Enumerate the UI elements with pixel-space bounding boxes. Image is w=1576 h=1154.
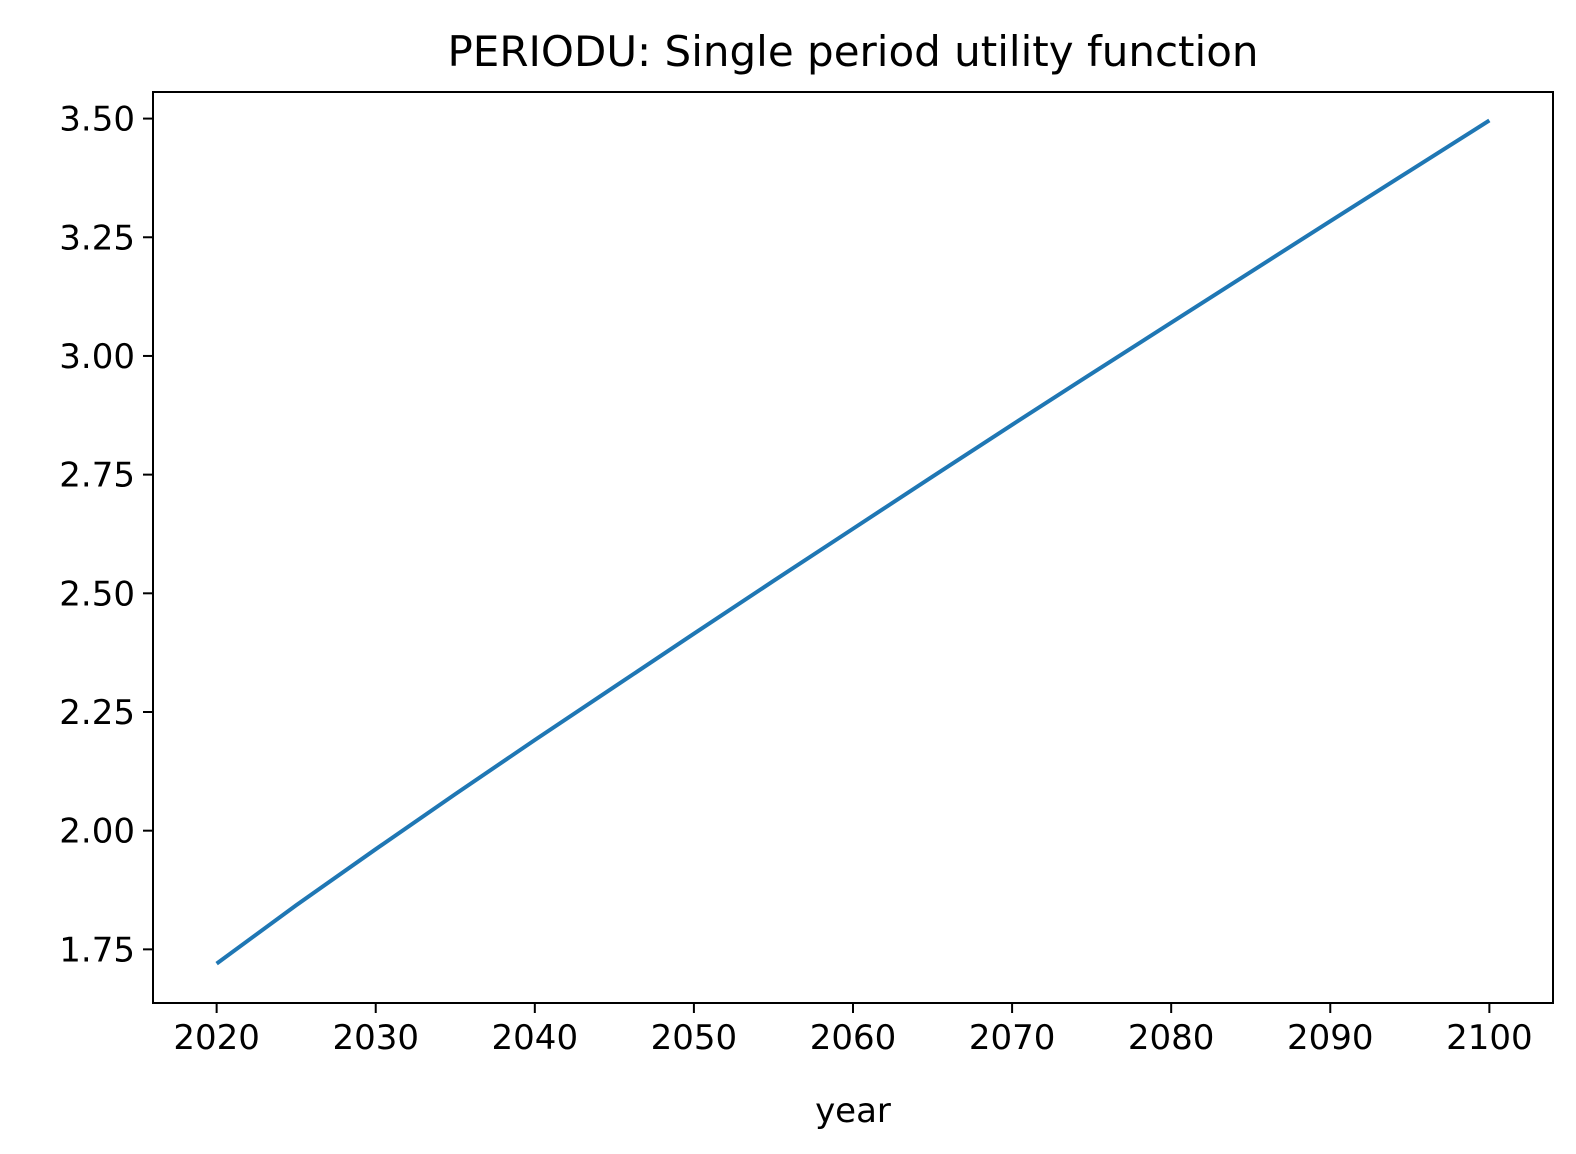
x-tick-label: 2020 <box>173 1018 260 1058</box>
x-tick-label: 2050 <box>651 1018 738 1058</box>
y-axis: 1.75 2.00 2.25 2.50 2.75 3.00 3.25 3.50 <box>59 100 153 970</box>
series-line <box>215 118 1491 966</box>
x-tick-label: 2060 <box>810 1018 897 1058</box>
x-axis: 2020 2030 2040 2050 2060 2070 2080 2090 2100 <box>173 1003 1533 1058</box>
y-tick-label: 3.50 <box>59 100 135 140</box>
y-tick-label: 1.75 <box>59 930 135 970</box>
x-tick-label: 2080 <box>1128 1018 1215 1058</box>
x-tick-label: 2040 <box>492 1018 579 1058</box>
plot-area <box>215 118 1491 966</box>
y-tick-label: 2.50 <box>59 574 135 614</box>
y-tick-label: 2.75 <box>59 456 135 496</box>
y-tick-label: 3.00 <box>59 337 135 377</box>
plot-frame <box>152 91 1554 1004</box>
x-tick-label: 2090 <box>1287 1018 1374 1058</box>
x-axis-label: year <box>815 1091 891 1131</box>
x-tick-label: 2030 <box>332 1018 419 1058</box>
x-tick-label: 2100 <box>1446 1018 1533 1058</box>
chart-title: PERIODU: Single period utility function <box>447 27 1258 76</box>
y-tick-label: 3.25 <box>59 218 135 258</box>
x-tick-label: 2070 <box>969 1018 1056 1058</box>
y-tick-label: 2.25 <box>59 693 135 733</box>
y-tick-label: 2.00 <box>59 812 135 852</box>
